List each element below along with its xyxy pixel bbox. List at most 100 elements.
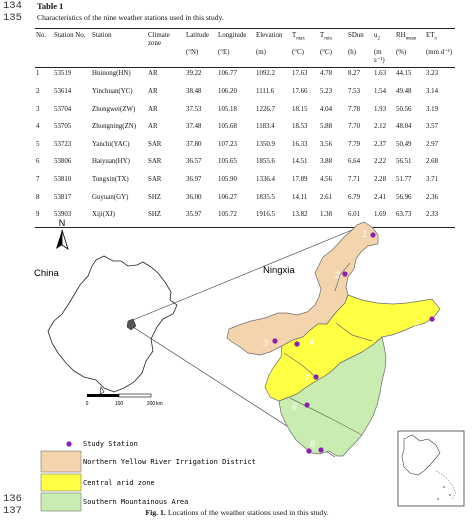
table-cell: 1.93	[374, 105, 387, 113]
table-cell: 105.65	[218, 158, 237, 166]
table-header-cell: Station No.	[53, 28, 91, 49]
table-cell: 2.68	[426, 158, 439, 166]
table-unit-cell: (°N)	[185, 48, 217, 69]
table-cell: 38.48	[186, 87, 202, 95]
table-cell: 3.19	[426, 105, 439, 113]
station-label: 1	[362, 229, 367, 239]
table-row: 6 53806 Haiyuan(HY) SAR 36.57 105.65 1855.6 14.…	[35, 156, 455, 174]
table-cell: 3.14	[426, 87, 439, 95]
table-cell: 7.78	[348, 105, 361, 113]
table-cell: 1	[36, 70, 40, 78]
table-cell: 6.64	[348, 158, 361, 166]
table-cell: Huinong(HN)	[92, 70, 131, 78]
table-cell: 2.36	[426, 193, 439, 201]
china-outline	[47, 255, 178, 393]
table-row: 7 53810 Tongxin(TX) SAR 36.97 105.90 1336.4 17.…	[35, 174, 455, 192]
table-cell: 3.71	[426, 175, 439, 183]
table-cell: 17.66	[292, 87, 308, 95]
table-cell: 5	[36, 140, 40, 148]
table-cell: SHZ	[148, 193, 162, 201]
table-header-cell: Climate zone	[147, 28, 185, 49]
table-cell: SAR	[148, 140, 162, 148]
table-caption: Characteristics of the nine weather stat…	[37, 13, 224, 22]
table-cell: Guyuan(GY)	[92, 193, 129, 201]
table-cell: 3.88	[320, 158, 333, 166]
table-unit-cell: (h)	[347, 48, 373, 69]
table-unit-cell: (°C)	[291, 48, 319, 69]
scale-bar: 0 100 200 km	[86, 393, 163, 407]
table-unit-cell: (°C)	[319, 48, 347, 69]
station-marker	[313, 374, 319, 380]
table-cell: 50.56	[396, 105, 412, 113]
table-cell: Zhongwei(ZW)	[92, 105, 136, 113]
table-header-cell: RHmean	[395, 28, 425, 49]
table-cell: 6.79	[348, 193, 361, 201]
table-header-cell: Station	[91, 28, 147, 49]
table-cell: 37.48	[186, 123, 202, 131]
region-northern	[226, 221, 379, 356]
table-cell: 1092.2	[256, 70, 275, 78]
table-cell: AR	[148, 123, 158, 131]
table-header-cell: Longitude	[217, 28, 255, 49]
table-cell: 2.97	[426, 140, 439, 148]
figure-caption-label: Fig. 1.	[145, 508, 166, 517]
line-number: 137	[3, 505, 22, 517]
table-cell: 18.15	[292, 105, 308, 113]
legend-label: Northern Yellow River Irrigation Distric…	[83, 458, 256, 466]
line-number: 136	[3, 493, 22, 505]
table-cell: 1111.6	[256, 87, 275, 95]
inset-map	[397, 430, 465, 507]
table-cell: 5.88	[320, 123, 333, 131]
table-header-cell: u2	[373, 28, 395, 49]
table-cell: SAR	[148, 158, 162, 166]
table-cell: 5.23	[320, 87, 333, 95]
table-cell: 106.27	[218, 193, 237, 201]
table-cell: 56.51	[396, 158, 412, 166]
table-cell: AR	[148, 105, 158, 113]
table-cell: 53614	[54, 87, 72, 95]
table-cell: 14.51	[292, 158, 308, 166]
table-cell: 53806	[54, 158, 72, 166]
scale-tick-200: 200	[147, 401, 156, 407]
table-cell: 53519	[54, 70, 72, 78]
table-unit-cell	[147, 48, 185, 69]
station-label: 8	[310, 439, 315, 449]
figure-caption-text: Locations of the weather stations used i…	[165, 508, 329, 517]
table-cell: Yanchi(YAC)	[92, 140, 130, 148]
table-cell: 1.54	[374, 87, 387, 95]
table-cell: SAR	[148, 175, 162, 183]
table-cell: Yinchuan(YC)	[92, 87, 133, 95]
table-cell: 2.22	[374, 158, 387, 166]
legend-swatch	[40, 473, 82, 492]
table-cell: 1183.4	[256, 123, 275, 131]
table-cell: 14.11	[292, 193, 308, 201]
table-cell: 39.22	[186, 70, 202, 78]
table-cell: 1835.5	[256, 193, 275, 201]
table-header-cell: SDun	[347, 28, 373, 49]
station-marker	[342, 271, 348, 277]
station-label: 6	[292, 402, 297, 412]
stations-table: No. Station No. Station Climate zone Latitud…	[35, 28, 455, 228]
scale-unit: km	[156, 401, 163, 407]
north-label: N	[59, 218, 66, 228]
table-header-cell: Tmax	[291, 28, 319, 49]
table-cell: 7	[36, 175, 40, 183]
table-cell: 105.68	[218, 123, 237, 131]
table-cell: 4.56	[320, 175, 333, 183]
table-header-cell: Latitude	[185, 28, 217, 49]
table-cell: 9	[35, 209, 53, 228]
figure-caption: Fig. 1. Locations of the weather station…	[0, 508, 474, 517]
table-cell: 36.57	[186, 158, 202, 166]
table-cell: 2	[36, 87, 40, 95]
table-unit-cell: (m)	[255, 48, 291, 69]
table-cell: 1.69	[373, 209, 395, 228]
station-marker	[318, 447, 324, 453]
table-row: 4 53705 Zhongning(ZN) AR 37.48 105.68 1183.4 18…	[35, 121, 455, 139]
table-header-cell: Elevation	[255, 28, 291, 49]
table-label: Table 1	[37, 1, 64, 11]
table-row: 1 53519 Huinong(HN) AR 39.22 106.77 1092.2 17.6…	[35, 68, 455, 86]
table-cell: 37.80	[186, 140, 202, 148]
table-cell: 36.00	[186, 193, 202, 201]
table-cell: 1350.9	[256, 140, 275, 148]
table-cell: 17.63	[292, 70, 308, 78]
